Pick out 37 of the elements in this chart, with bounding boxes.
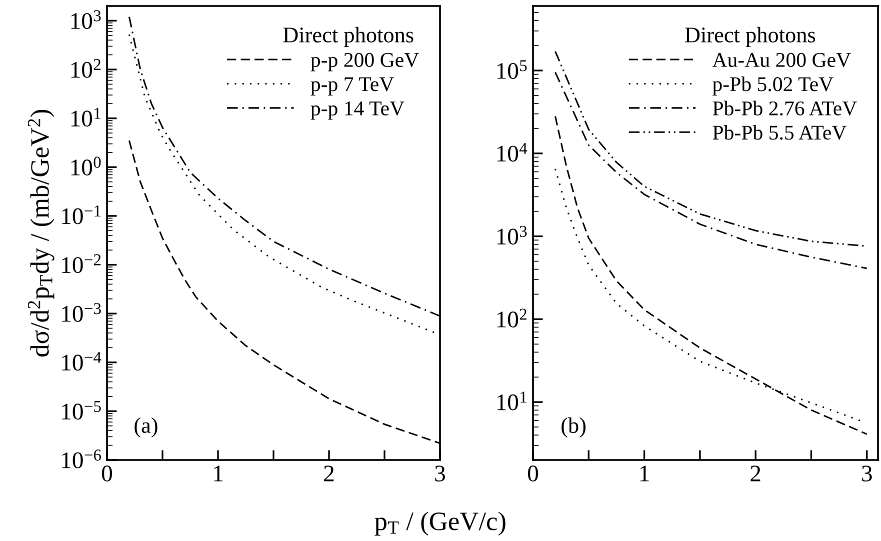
x-axis-title: p$_{T}$ / (GeV/c) (374, 512, 506, 536)
y-tick-label: 10$^{−5}$ (62, 400, 101, 420)
y-tick-label: 10$^{−1}$ (62, 205, 101, 224)
legend-label: p-p 7 TeV (310, 77, 394, 96)
y-tick-label: 10$^{−4}$ (62, 352, 102, 371)
line-series (554, 72, 868, 270)
x-tick-label: 0 (102, 466, 112, 482)
y-tick-label: 10$^{1}$ (71, 108, 100, 127)
x-tick-label: 3 (862, 466, 872, 482)
legend-title: Direct photons (685, 26, 816, 47)
x-tick-label: 3 (435, 466, 445, 482)
y-tick-label: 10$^{0}$ (71, 156, 101, 176)
y-tick-label: 10$^{4}$ (497, 142, 528, 162)
y-tick-label: 10$^{−3}$ (62, 303, 101, 322)
legend-label: p-p 14 TeV (310, 101, 404, 120)
y-tick-label: 10$^{3}$ (497, 226, 527, 245)
x-tick-label: 2 (324, 466, 334, 482)
legend-label: Pb-Pb 2.76 ATeV (712, 100, 857, 116)
x-tick-label: 2 (750, 466, 760, 482)
legend-title: Direct photons (283, 26, 414, 47)
y-tick-label: 10$^{−2}$ (62, 254, 101, 274)
legend-label: Au-Au 200 GeV (712, 52, 851, 68)
y-tick-label: 10$^{3}$ (71, 10, 101, 29)
legend-label: p-Pb 5.02 TeV (712, 76, 834, 96)
y-tick-label: 10$^{1}$ (497, 392, 526, 410)
y-tick-label: 10$^{2}$ (71, 59, 100, 78)
x-tick-label: 0 (528, 466, 538, 482)
legend-label: Pb-Pb 5.5 ATeV (712, 125, 847, 140)
x-tick-label: 1 (640, 466, 649, 482)
y-axis-title: dσ/d$^{2}$p$_{T}$dy / (mb/GeV$^{2}$) (28, 110, 54, 356)
y-tick-label: 10$^{−6}$ (62, 450, 102, 468)
x-tick-label: 1 (214, 466, 222, 482)
annotation: (b) (562, 417, 586, 438)
y-tick-label: 10$^{5}$ (497, 60, 527, 79)
annotation: (a) (134, 417, 158, 438)
y-tick-label: 10$^{2}$ (497, 308, 526, 328)
legend-label: p-p 200 GeV (310, 52, 419, 72)
